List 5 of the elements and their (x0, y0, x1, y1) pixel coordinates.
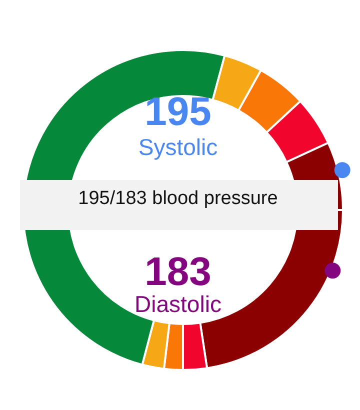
text: 195 (144, 90, 212, 134)
text: 195/183 blood pressure (78, 188, 278, 209)
text: Diastolic (134, 291, 222, 317)
text: Systolic (138, 134, 218, 160)
text: 183 (144, 250, 212, 294)
